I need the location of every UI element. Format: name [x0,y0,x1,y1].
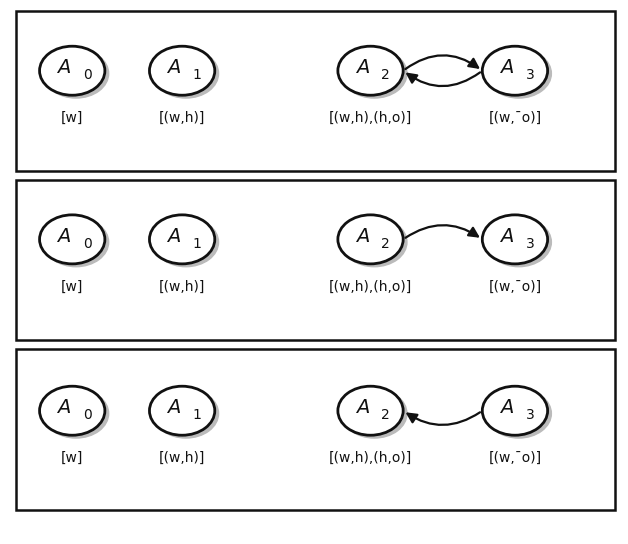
Ellipse shape [486,49,551,98]
Text: A: A [500,58,514,77]
Text: [(w,h),(h,o)]: [(w,h),(h,o)] [329,111,412,125]
Ellipse shape [338,386,403,435]
Text: 3: 3 [526,237,534,251]
Text: 2: 2 [381,408,390,422]
Text: A: A [167,227,181,245]
Ellipse shape [153,49,219,98]
Text: A: A [500,227,514,245]
Text: 0: 0 [83,237,92,251]
Text: A: A [355,398,369,417]
Ellipse shape [153,218,219,267]
Text: A: A [500,398,514,417]
Ellipse shape [482,386,548,435]
Ellipse shape [486,389,551,438]
Text: A: A [57,227,71,245]
Text: A: A [355,58,369,77]
Ellipse shape [486,218,551,267]
Text: 3: 3 [526,408,534,422]
Text: A: A [167,58,181,77]
Ellipse shape [43,389,109,438]
Text: [(w,h),(h,o)]: [(w,h),(h,o)] [329,451,412,465]
Text: 1: 1 [193,237,202,251]
Text: [(w,h),(h,o)]: [(w,h),(h,o)] [329,280,412,293]
Text: [(w,h)]: [(w,h)] [159,280,205,293]
Text: [(w,¯o)]: [(w,¯o)] [489,451,541,465]
Text: [w]: [w] [61,451,84,465]
Ellipse shape [149,215,215,264]
Ellipse shape [40,215,105,264]
Text: 2: 2 [381,68,390,82]
Text: A: A [57,58,71,77]
Text: 0: 0 [83,68,92,82]
Ellipse shape [40,46,105,95]
Text: 2: 2 [381,237,390,251]
Text: A: A [355,227,369,245]
Ellipse shape [338,46,403,95]
Ellipse shape [43,49,109,98]
Ellipse shape [342,218,407,267]
Ellipse shape [342,389,407,438]
Ellipse shape [149,46,215,95]
Text: 3: 3 [526,68,534,82]
Ellipse shape [342,49,407,98]
Ellipse shape [482,46,548,95]
Text: [(w,h)]: [(w,h)] [159,451,205,465]
Text: A: A [167,398,181,417]
Ellipse shape [40,386,105,435]
Text: [w]: [w] [61,280,84,293]
Text: [(w,¯o)]: [(w,¯o)] [489,111,541,125]
Text: 1: 1 [193,408,202,422]
Text: [(w,h)]: [(w,h)] [159,111,205,125]
Ellipse shape [338,215,403,264]
Text: A: A [57,398,71,417]
Ellipse shape [153,389,219,438]
Ellipse shape [482,215,548,264]
Ellipse shape [149,386,215,435]
Text: [w]: [w] [61,111,84,125]
Text: [(w,¯o)]: [(w,¯o)] [489,280,541,293]
Ellipse shape [43,218,109,267]
Text: 0: 0 [83,408,92,422]
Text: 1: 1 [193,68,202,82]
